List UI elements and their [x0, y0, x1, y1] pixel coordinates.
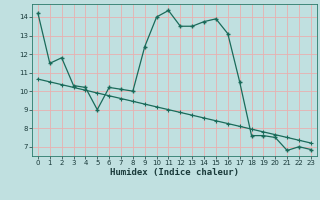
X-axis label: Humidex (Indice chaleur): Humidex (Indice chaleur): [110, 168, 239, 177]
